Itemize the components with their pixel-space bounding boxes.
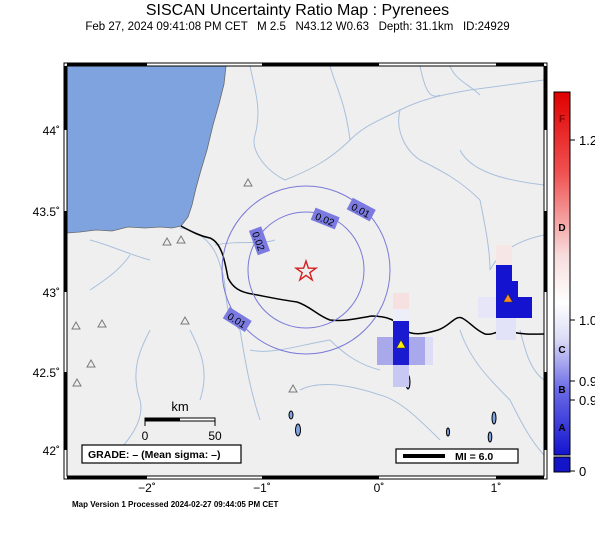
lat-tick: 44˚ bbox=[43, 124, 60, 138]
mi-text: MI = 6.0 bbox=[455, 451, 493, 463]
mi-box: MI = 6.0 bbox=[395, 448, 519, 464]
colorbar-value: 1.2 bbox=[579, 133, 595, 148]
country-border bbox=[180, 225, 544, 336]
map-area bbox=[67, 66, 544, 476]
grade-label: B bbox=[558, 385, 565, 396]
station-triangle-icon bbox=[71, 177, 298, 393]
grade-label: D bbox=[558, 223, 565, 234]
scale-unit: km bbox=[171, 399, 188, 414]
grade-label: C bbox=[558, 345, 565, 356]
lat-tick: 42˚ bbox=[43, 444, 60, 458]
grade-text: GRADE: – (Mean sigma: –) bbox=[88, 449, 220, 461]
lat-tick: 42.5˚ bbox=[33, 366, 60, 380]
lon-tick: −2˚ bbox=[138, 481, 156, 495]
lat-tick: 43.5˚ bbox=[33, 205, 60, 219]
lon-ticks: −2˚ −1˚ 0˚ 1˚ bbox=[138, 481, 501, 495]
lon-tick: 0˚ bbox=[374, 481, 385, 495]
station-triangle-icon bbox=[395, 339, 407, 349]
scale-end: 50 bbox=[208, 429, 222, 443]
scale-start: 0 bbox=[142, 429, 149, 443]
colorbar: F D C B A 1.2 1.0 0.9 0.9 0 bbox=[553, 91, 595, 479]
station-triangle-icon bbox=[502, 293, 514, 303]
scale-bar: km 0 50 bbox=[142, 399, 222, 443]
grade-label: F bbox=[559, 114, 565, 125]
grade-box: GRADE: – (Mean sigma: –) bbox=[81, 444, 242, 464]
processing-footer: Map Version 1 Processed 2024-02-27 09:44… bbox=[72, 500, 279, 509]
lat-ticks: 44˚ 43.5˚ 43˚ 42.5˚ 42˚ bbox=[33, 124, 60, 458]
map-subtitle: Feb 27, 2024 09:41:08 PM CET M 2.5 N43.1… bbox=[85, 21, 510, 33]
sea-bay-of-biscay bbox=[67, 66, 227, 234]
colorbar-value: 0.9 bbox=[579, 374, 595, 389]
uncertainty-contours bbox=[221, 185, 391, 355]
colorbar-value: 0.9 bbox=[579, 393, 595, 408]
lon-tick: 1˚ bbox=[491, 481, 502, 495]
rivers bbox=[89, 66, 544, 461]
lat-tick: 43˚ bbox=[43, 286, 60, 300]
map-frame bbox=[63, 62, 548, 480]
lon-tick: −1˚ bbox=[253, 481, 271, 495]
colorbar-value: 1.0 bbox=[579, 313, 595, 328]
grade-label: A bbox=[558, 423, 565, 434]
map-title: SISCAN Uncertainty Ratio Map : Pyrenees bbox=[145, 2, 450, 19]
colorbar-value: 0 bbox=[579, 464, 586, 479]
epicenter-star-icon bbox=[293, 258, 319, 282]
